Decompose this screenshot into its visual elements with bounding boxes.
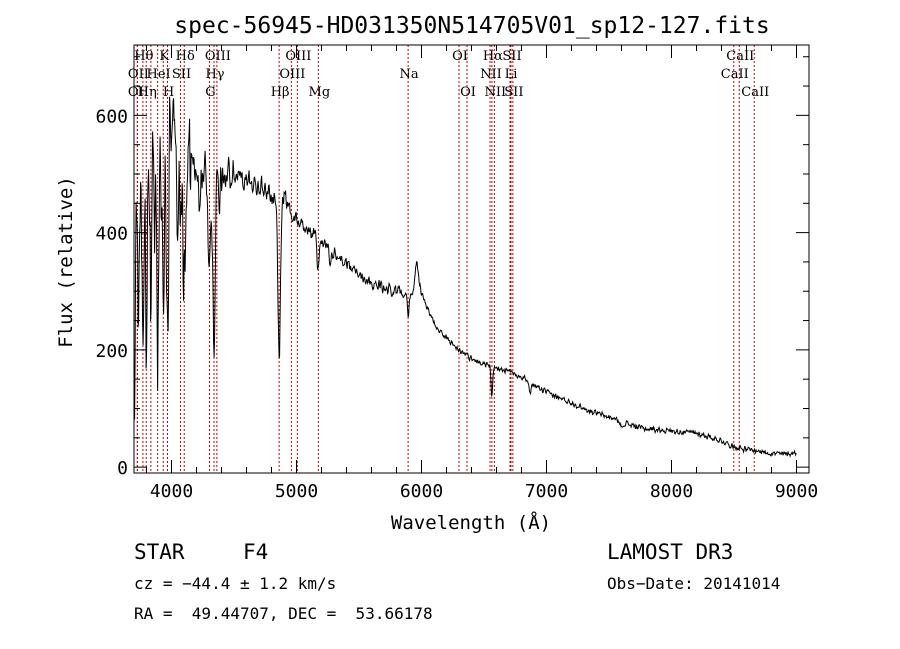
line-marker-label: OII	[128, 67, 149, 82]
line-marker-label: Li	[505, 67, 518, 82]
x-tick-label: 9000	[775, 481, 818, 502]
object-subclass: F4	[243, 540, 269, 564]
line-marker-label: Hη	[138, 85, 157, 100]
y-tick-label: 0	[117, 458, 128, 479]
survey-name: LAMOST DR3	[607, 540, 734, 564]
line-marker-label: Hγ	[205, 67, 224, 82]
line-marker-label: Hβ	[271, 85, 290, 100]
line-marker-label: CaII	[721, 67, 749, 82]
line-marker-label: OI	[452, 49, 468, 64]
x-tick-label: 4000	[150, 481, 193, 502]
line-marker-label: OIII	[285, 49, 311, 64]
x-tick-label: 5000	[275, 481, 318, 502]
line-marker-label: NII	[480, 67, 502, 82]
chart-title: spec-56945-HD031350N514705V01_sp12-127.f…	[174, 13, 769, 39]
x-tick-label: 7000	[525, 481, 568, 502]
line-marker-labels: OII OII Hθ Hη HeI K H SII Hδ G Hγ OIII Hβ OIII OIII Mg N…	[128, 49, 769, 100]
y-tick-label: 600	[95, 106, 128, 127]
spectrum-line	[133, 96, 797, 458]
line-marker-label: Mg	[309, 85, 331, 100]
plot-frame	[133, 44, 810, 474]
line-marker-label: Hθ	[134, 49, 153, 64]
line-marker-label: CaII	[726, 49, 754, 64]
line-marker-label: SII	[504, 85, 523, 100]
line-marker-label: HeI	[147, 67, 171, 82]
x-axis-label: Wavelength (Å)	[391, 511, 551, 534]
line-marker-label: SII	[172, 67, 191, 82]
line-markers	[136, 45, 755, 473]
line-marker-label: K	[159, 49, 169, 64]
line-marker-label: OII	[128, 85, 149, 100]
object-class: STAR	[134, 540, 185, 564]
line-marker-label: H	[163, 85, 174, 100]
line-marker-label: Na	[400, 67, 419, 82]
coordinates: RA = 49.44707, DEC = 53.66178	[134, 604, 433, 623]
line-marker-label: CaII	[741, 85, 769, 100]
axes: 4000 5000 6000 7000 8000 9000 0 200 400 600	[95, 45, 818, 502]
line-marker-label: Hδ	[176, 49, 195, 64]
x-tick-label: 6000	[400, 481, 443, 502]
line-marker-label: OI	[460, 85, 476, 100]
line-marker-label: SII	[502, 49, 521, 64]
y-axis-label: Flux (relative)	[55, 176, 77, 348]
line-marker-label: OIII	[205, 49, 231, 64]
line-marker-label: G	[205, 85, 215, 100]
x-tick-label: 8000	[650, 481, 693, 502]
line-marker-label: Hα	[483, 49, 503, 64]
line-marker-label: NII	[485, 85, 507, 100]
y-tick-label: 200	[95, 341, 128, 362]
redshift-velocity: cz = −44.4 ± 1.2 km/s	[134, 574, 337, 593]
y-tick-label: 400	[95, 224, 128, 245]
line-marker-label: OIII	[279, 67, 305, 82]
observation-date: Obs−Date: 20141014	[607, 574, 781, 593]
